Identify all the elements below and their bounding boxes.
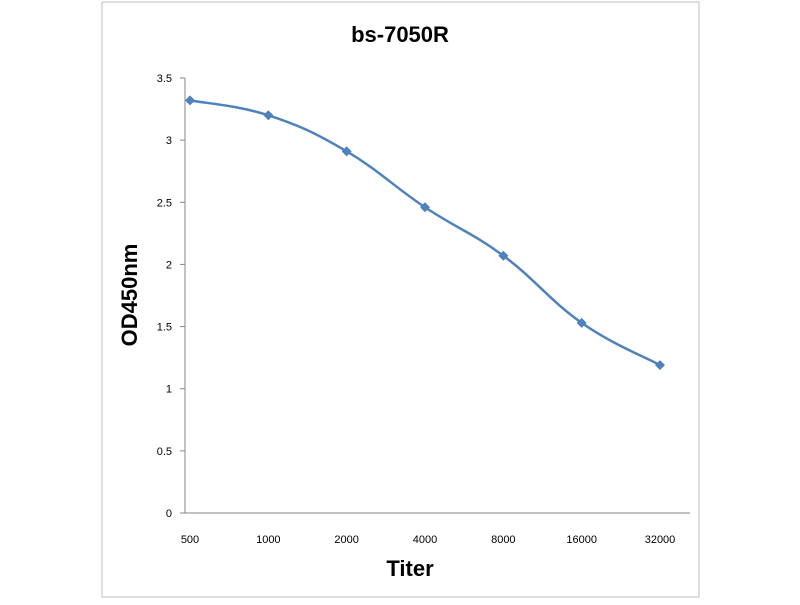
tick-labels: 0 0.5 1 1.5 2 2.5 3 3.5 500 1000 2000 4000 8000 16000… [157, 73, 676, 546]
y-tick-label: 3 [166, 135, 172, 147]
data-point-16000 [576, 317, 587, 328]
x-tick-label: 32000 [645, 534, 676, 546]
y-tick-label: 0 [166, 508, 172, 520]
data-point-32000 [655, 360, 665, 371]
axes [180, 77, 690, 514]
x-tick-label: 1000 [256, 534, 280, 546]
data-point-4000 [420, 202, 430, 213]
y-tick-label: 3.5 [157, 73, 172, 85]
data-point-1000 [263, 110, 274, 121]
x-tick-label: 16000 [566, 534, 597, 546]
x-axis-title: Titer [386, 556, 434, 581]
x-tick-label: 2000 [334, 534, 358, 546]
data-point-8000 [498, 250, 509, 261]
data-point-500 [185, 95, 195, 106]
y-tick-label: 2 [166, 259, 172, 271]
y-axis-title: OD450nm [117, 244, 142, 347]
y-tick-label: 1.5 [157, 322, 172, 334]
data-point-2000 [341, 146, 352, 157]
y-tick-label: 2.5 [157, 197, 172, 209]
y-tick-label: 1 [166, 384, 172, 396]
series-group [185, 95, 665, 371]
x-tick-label: 8000 [491, 534, 515, 546]
x-tick-label: 500 [181, 534, 199, 546]
y-tick-label: 0.5 [157, 446, 172, 458]
chart-title: bs-7050R [351, 22, 449, 47]
x-tick-label: 4000 [413, 534, 437, 546]
chart-frame [101, 1, 700, 598]
